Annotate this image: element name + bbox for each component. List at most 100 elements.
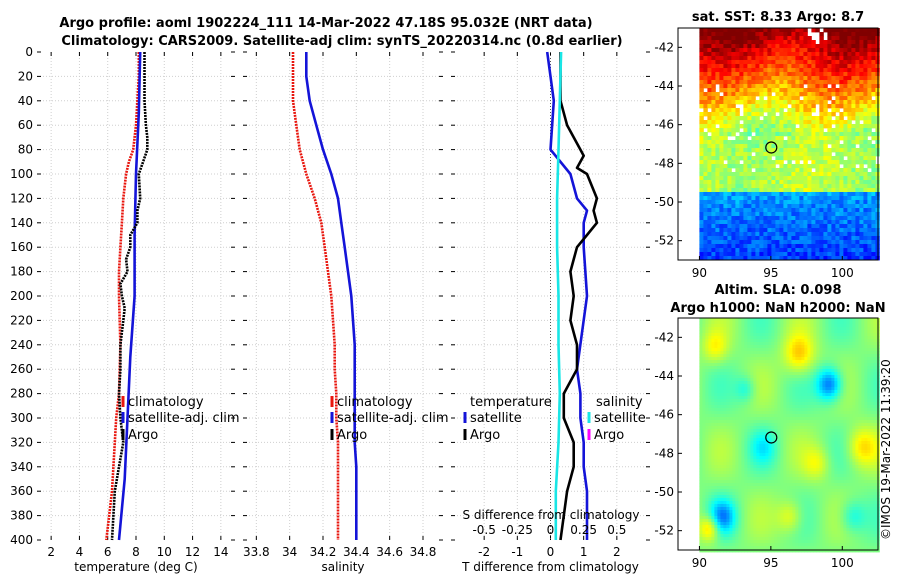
sst-map-frame [677, 27, 879, 261]
temperature-xtick-label: 12 [185, 545, 200, 559]
salinity-legend-climatology-label: climatology [337, 395, 413, 410]
sst-map-ytick-label: -42 [654, 40, 674, 54]
sst-map: 90 95 100 -42 -44 -46 -48 -50 -52 [654, 27, 880, 280]
salinity-difference-tick-label: 0.5 [607, 523, 626, 537]
difference-xtick-label: 0 [547, 545, 555, 559]
sla-map-xtick-label: 95 [763, 556, 778, 570]
sst-map-title: sat. SST: 8.33 Argo: 8.7 [692, 10, 864, 25]
imos-timestamp-watermark: ©IMOS 19-Mar-2022 11:39:20 [879, 359, 893, 540]
sst-map-ytick-label: -50 [654, 195, 674, 209]
depth-tick-label: 300 [10, 411, 33, 425]
difference-xtick-label: 1 [580, 545, 588, 559]
sst-map-field [699, 28, 880, 261]
sla-map: 90 95 100 -42 -44 -46 -48 -50 -52 [654, 317, 880, 570]
difference-legend-temperature-argo-label: Argo [470, 428, 500, 443]
depth-tick-label: 400 [10, 533, 33, 547]
depth-tick-label: 240 [10, 338, 33, 352]
salinity-xtick-label: 34.2 [310, 545, 337, 559]
depth-tick-label: 260 [10, 362, 33, 376]
salinity-difference-axis-label: S difference from climatology [463, 508, 640, 522]
sla-map-ytick-label: -44 [654, 369, 674, 383]
depth-tick-label: 80 [18, 143, 33, 157]
difference-temperature-satellite-line [545, 51, 589, 540]
depth-tick-label: 200 [10, 289, 33, 303]
salinity-difference-tick-label: 0 [547, 523, 555, 537]
temperature-climatology-line [105, 52, 141, 541]
temperature-xtick-label: 14 [213, 545, 228, 559]
sla-map-xtick-label: 90 [692, 556, 707, 570]
salinity-xtick-label: 33.8 [243, 545, 270, 559]
panel-salinity: 33.8 34 34.2 34.4 34.6 34.8 salinity climatolog… [243, 51, 449, 574]
difference-temperature-Argo-line [559, 52, 599, 541]
salinity-legend-argo-label: Argo [337, 428, 367, 443]
temperature-xtick-label: 10 [157, 545, 172, 559]
salinity-legend-satellite-label: satellite-adj. clim [337, 411, 449, 426]
figure-title-line2: Climatology: CARS2009. Satellite-adj cli… [61, 34, 622, 49]
difference-legend-temperature-satellite-label: satellite [470, 411, 522, 426]
figure-title-line1: Argo profile: aoml 1902224_111 14-Mar-20… [59, 16, 592, 31]
panel-temperature: 2 4 6 8 10 12 14020406080100120140160180200220… [10, 45, 240, 574]
sla-map-ytick-label: -48 [654, 446, 674, 460]
temperature-legend-climatology-label: climatology [128, 395, 204, 410]
sst-map-ytick-label: -46 [654, 118, 674, 132]
salinity-xtick-label: 34 [282, 545, 297, 559]
difference-xtick-label: 2 [613, 545, 621, 559]
temperature-xtick-label: 6 [104, 545, 112, 559]
salinity-xtick-label: 34.8 [410, 545, 437, 559]
temperature-legend-argo-label: Argo [128, 428, 158, 443]
difference-salinity-satellite-line [554, 51, 563, 540]
depth-tick-label: 380 [10, 509, 33, 523]
sst-map-ytick-label: -44 [654, 79, 674, 93]
depth-tick-label: 0 [25, 45, 33, 59]
depth-tick-label: 120 [10, 191, 33, 205]
sst-map-argo-position-marker [765, 141, 778, 154]
sla-map-title-line2: Argo h1000: NaN h2000: NaN [670, 301, 885, 316]
sla-map-argo-position-marker [765, 431, 778, 444]
depth-tick-label: 60 [18, 118, 33, 132]
difference-xtick-label: -2 [478, 545, 490, 559]
depth-tick-label: 280 [10, 387, 33, 401]
temperature-xlabel: temperature (deg C) [74, 560, 197, 574]
sst-map-xtick-label: 90 [692, 266, 707, 280]
salinity-xtick-label: 34.6 [376, 545, 403, 559]
depth-tick-label: 100 [10, 167, 33, 181]
difference-xlabel: T difference from climatology [461, 560, 639, 574]
sla-map-field [699, 318, 880, 553]
temperature-xtick-label: 4 [76, 545, 84, 559]
depth-tick-label: 180 [10, 265, 33, 279]
salinity-difference-tick-label: -0.5 [472, 523, 495, 537]
temperature-xtick-label: 8 [132, 545, 140, 559]
temperature-legend-satellite-label: satellite-adj. clim [128, 411, 240, 426]
sla-map-ytick-label: -46 [654, 408, 674, 422]
difference-xtick-label: -1 [511, 545, 523, 559]
sla-map-ytick-label: -42 [654, 330, 674, 344]
sla-map-frame [677, 317, 879, 551]
difference-legend-salinity-argo-label: Argo [594, 428, 624, 443]
salinity-xtick-label: 34.4 [343, 545, 370, 559]
panel-difference: -2 -1 0 1 2T difference from climatology S di… [451, 51, 650, 574]
depth-tick-label: 40 [18, 94, 33, 108]
sst-map-xtick-label: 100 [831, 266, 854, 280]
depth-tick-label: 320 [10, 435, 33, 449]
sla-map-ytick-label: -52 [654, 524, 674, 538]
sla-map-ytick-label: -50 [654, 485, 674, 499]
difference-legend-temperature-title: temperature [470, 395, 552, 410]
salinity-xlabel: salinity [321, 560, 364, 574]
depth-tick-label: 360 [10, 484, 33, 498]
salinity-satellite-line [304, 52, 358, 540]
temperature-satellite-line [117, 51, 142, 541]
sst-map-xtick-label: 95 [763, 266, 778, 280]
sst-map-ytick-label: -48 [654, 156, 674, 170]
sla-map-title-line1: Altim. SLA: 0.098 [715, 283, 842, 298]
depth-tick-label: 20 [18, 69, 33, 83]
salinity-difference-tick-label: -0.25 [502, 523, 533, 537]
sla-map-xtick-label: 100 [831, 556, 854, 570]
difference-legend-salinity-satellite-label: satellite [594, 411, 646, 426]
salinity-climatology-line [291, 52, 340, 540]
sst-map-ytick-label: -52 [654, 234, 674, 248]
depth-tick-label: 140 [10, 216, 33, 230]
depth-tick-label: 220 [10, 313, 33, 327]
depth-tick-label: 160 [10, 240, 33, 254]
depth-tick-label: 340 [10, 460, 33, 474]
